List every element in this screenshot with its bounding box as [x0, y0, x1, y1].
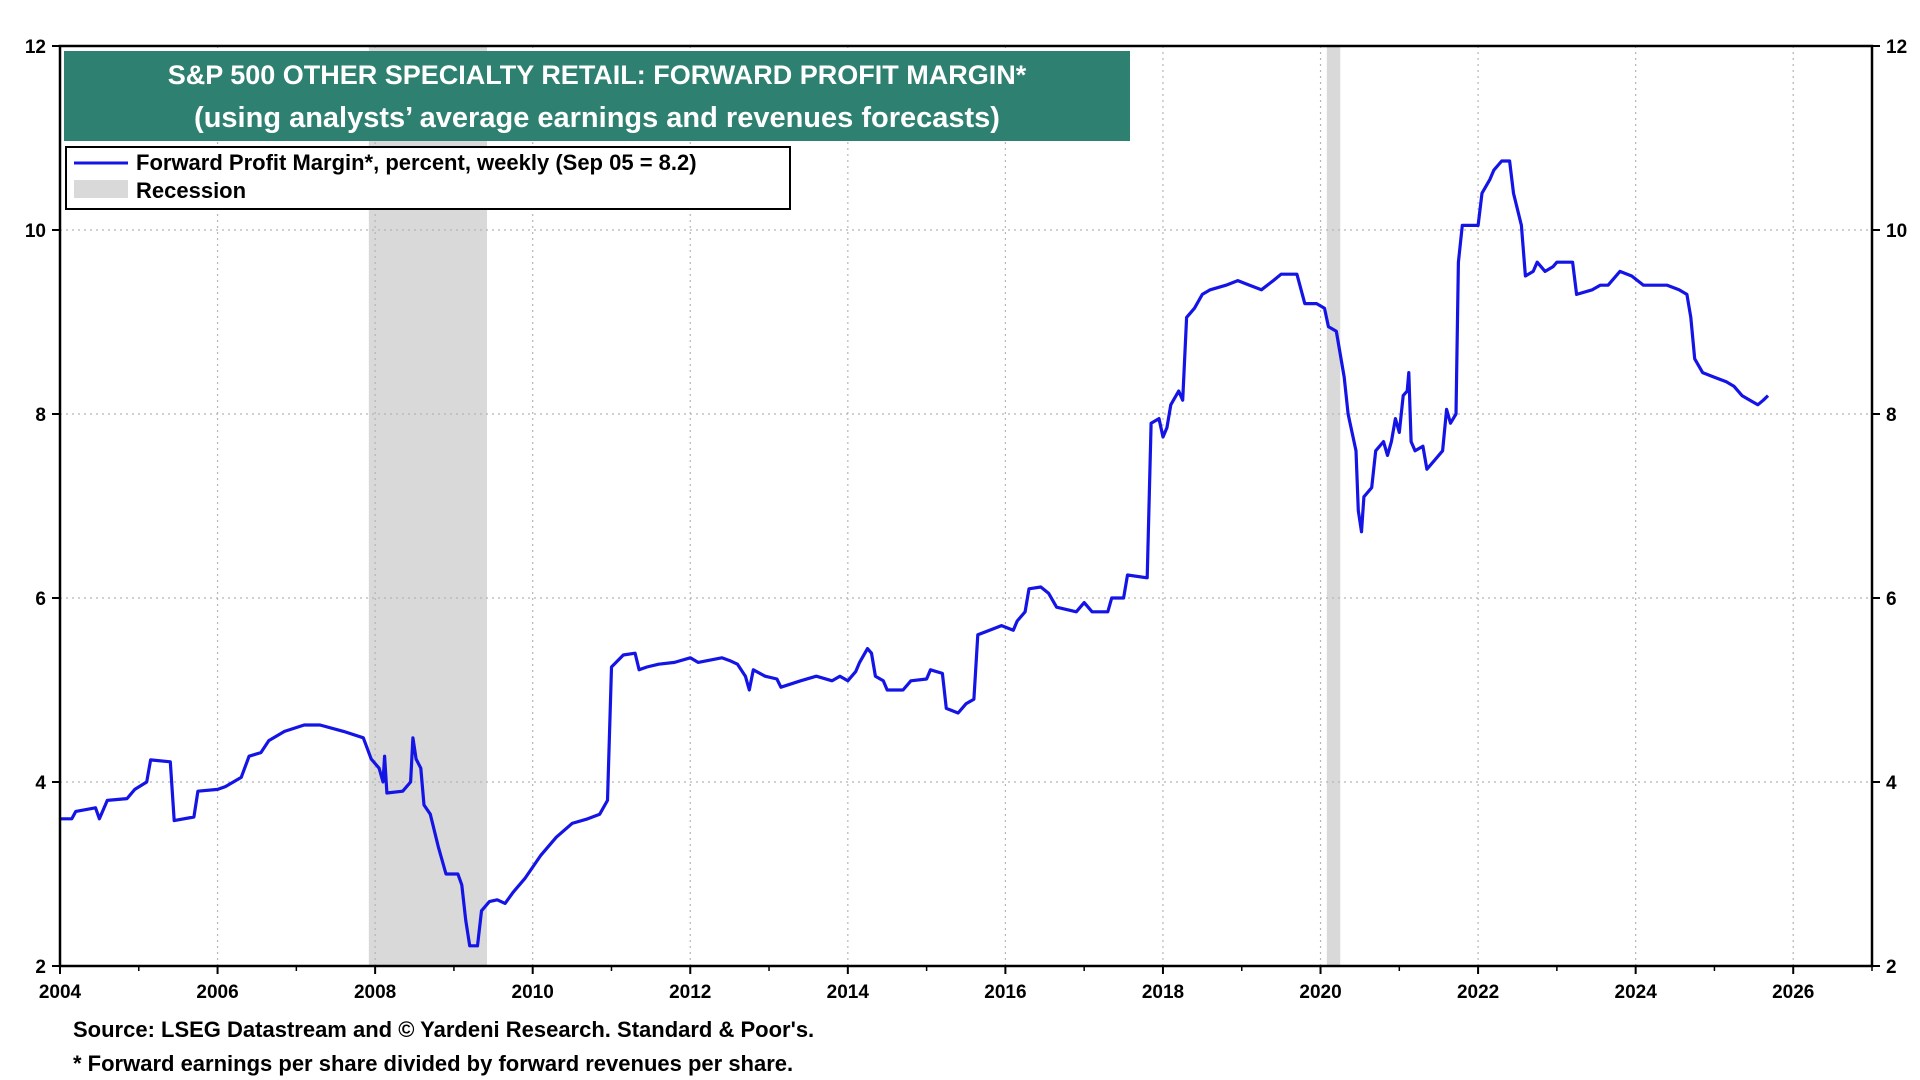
title-background — [64, 51, 1130, 141]
y-tick-label-right-6: 6 — [1886, 589, 1897, 610]
y-tick-label-right-4: 4 — [1886, 773, 1897, 794]
x-tick-label-2008: 2008 — [354, 982, 396, 1003]
x-tick-label-2020: 2020 — [1299, 982, 1341, 1003]
series-line-0 — [60, 159, 1770, 948]
chart-title: S&P 500 OTHER SPECIALTY RETAIL: FORWARD … — [168, 60, 1027, 90]
x-tick-label-2004: 2004 — [39, 982, 82, 1003]
y-tick-label-right-2: 2 — [1886, 957, 1897, 978]
y-tick-label-left-6: 6 — [35, 589, 46, 610]
legend-recession-swatch — [74, 180, 128, 198]
legend-label-recession: Recession — [136, 178, 246, 203]
y-tick-label-left-10: 10 — [25, 221, 46, 242]
y-tick-label-right-12: 12 — [1886, 37, 1907, 58]
x-tick-label-2012: 2012 — [669, 982, 711, 1003]
legend: Forward Profit Margin*, percent, weekly … — [65, 146, 791, 210]
legend-box — [65, 146, 791, 210]
x-tick-label-2018: 2018 — [1142, 982, 1184, 1003]
series-layer — [60, 159, 1770, 948]
source-note: Source: LSEG Datastream and © Yardeni Re… — [73, 1017, 815, 1042]
y-tick-label-left-4: 4 — [35, 773, 46, 794]
x-tick-label-2026: 2026 — [1772, 982, 1814, 1003]
y-tick-label-left-2: 2 — [35, 957, 46, 978]
grid-layer — [60, 46, 1872, 966]
x-tick-label-2014: 2014 — [827, 982, 870, 1003]
legend-label-series: Forward Profit Margin*, percent, weekly … — [136, 150, 697, 175]
x-tick-label-2006: 2006 — [196, 982, 238, 1003]
footnote: * Forward earnings per share divided by … — [73, 1051, 794, 1076]
y-tick-label-right-8: 8 — [1886, 405, 1897, 426]
x-tick-label-2024: 2024 — [1615, 982, 1658, 1003]
title-box: S&P 500 OTHER SPECIALTY RETAIL: FORWARD … — [64, 51, 1130, 141]
plot-frame — [58, 44, 1874, 968]
chart-subtitle: (using analysts’ average earnings and re… — [194, 102, 1000, 134]
y-tick-label-left-8: 8 — [35, 405, 46, 426]
x-tick-label-2010: 2010 — [512, 982, 554, 1003]
y-tick-label-right-10: 10 — [1886, 221, 1907, 242]
x-tick-label-2016: 2016 — [984, 982, 1026, 1003]
x-tick-label-2022: 2022 — [1457, 982, 1499, 1003]
recession-band-1 — [1326, 46, 1341, 966]
axis-ticks-layer: 2004 2006 2008 2010 2012 2014 2016 2018 2020 2022… — [25, 37, 1907, 1003]
y-tick-label-left-12: 12 — [25, 37, 46, 58]
